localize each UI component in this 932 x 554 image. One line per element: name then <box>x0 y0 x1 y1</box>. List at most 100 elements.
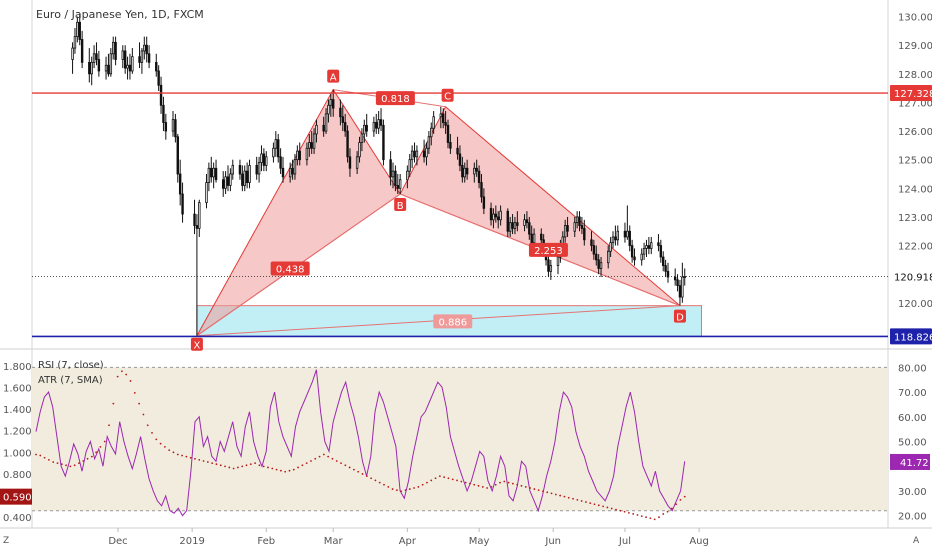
ratio-label: 0.886 <box>438 317 467 328</box>
candle <box>616 225 619 246</box>
atr-dot <box>499 481 501 484</box>
candle <box>583 219 586 246</box>
atr-axis-tick-label: 0.400 <box>3 513 32 524</box>
candle <box>305 142 309 166</box>
candle-body <box>291 167 294 175</box>
atr-dot <box>378 481 381 484</box>
candle <box>332 89 335 117</box>
candle <box>444 111 447 134</box>
candle <box>614 225 617 246</box>
atr-dot <box>438 475 441 477</box>
pattern-point-x-bg <box>190 337 203 351</box>
candle-body <box>430 127 433 138</box>
candle-body <box>205 182 208 204</box>
ratio-label-bg <box>375 91 415 106</box>
candle-body <box>315 124 318 135</box>
candle <box>516 211 519 232</box>
a-button[interactable]: A <box>913 536 920 546</box>
candle-body <box>241 173 244 186</box>
candle-body <box>226 176 230 186</box>
candle <box>628 225 631 252</box>
atr-dot <box>95 451 98 454</box>
atr-dot <box>546 491 549 494</box>
z-button[interactable]: Z <box>3 536 10 546</box>
candle-body <box>162 104 165 123</box>
atr-dot <box>658 516 660 519</box>
atr-dot <box>640 515 643 518</box>
candle <box>162 96 165 132</box>
atr-dot <box>537 489 540 492</box>
atr-value-tag: 0.590 <box>3 493 32 504</box>
atr-dot <box>404 489 407 492</box>
atr-dot <box>237 466 239 469</box>
candle <box>382 119 385 166</box>
price-axis-tick-label: 122.000 <box>898 242 932 253</box>
candle <box>659 239 663 263</box>
candle-body <box>425 147 428 158</box>
candle-body <box>171 119 175 132</box>
candle <box>463 162 466 183</box>
candle <box>76 16 79 43</box>
candle-body <box>650 242 653 249</box>
candle-body <box>131 56 134 72</box>
candle-body <box>547 259 550 272</box>
atr-dot <box>310 460 312 462</box>
candle <box>398 174 402 195</box>
atr-dot <box>224 465 226 468</box>
atr-dot <box>623 510 626 513</box>
atr-dot <box>206 461 209 463</box>
candle <box>341 105 344 132</box>
atr-dot <box>494 483 497 486</box>
atr-dot <box>413 487 415 489</box>
atr-dot <box>670 507 673 510</box>
candle-body <box>494 213 498 218</box>
atr-dot <box>121 370 123 373</box>
candle-body <box>155 61 158 72</box>
candle <box>578 211 581 232</box>
pattern-point-a-bg <box>327 69 340 83</box>
candle-body <box>482 196 486 209</box>
candle-body <box>523 219 526 226</box>
candle <box>195 214 199 336</box>
candle <box>346 125 349 163</box>
atr-dot <box>365 475 368 477</box>
atr-dot <box>572 497 574 500</box>
atr-dot <box>563 495 566 498</box>
candle-body <box>599 262 603 269</box>
candle <box>212 162 215 189</box>
atr-dot <box>469 482 471 485</box>
candle-body <box>607 250 610 264</box>
atr-dot <box>335 460 338 462</box>
price-axis-tick-label: 125.000 <box>898 156 932 167</box>
candle-body <box>442 113 445 123</box>
candle-body <box>492 213 495 221</box>
atr-dot <box>653 518 656 521</box>
candle <box>611 231 615 249</box>
rsi-axis-tick-label: 30.00 <box>898 487 927 498</box>
candle <box>456 136 459 160</box>
candle <box>123 45 127 74</box>
candle-body <box>231 165 234 175</box>
candle <box>645 239 648 257</box>
atr-dot <box>460 480 463 483</box>
candle-body <box>473 167 476 175</box>
candle-body <box>530 233 533 244</box>
candle <box>391 162 395 189</box>
candle <box>90 56 93 86</box>
candle <box>432 111 435 134</box>
atr-dot <box>297 466 299 469</box>
candle <box>308 133 311 157</box>
price-axis-tick-label: 128.000 <box>898 70 932 81</box>
candle-body <box>293 159 297 175</box>
atr-dot <box>426 481 428 484</box>
candle <box>499 205 502 226</box>
atr-dot <box>228 466 231 469</box>
atr-dot <box>585 501 587 503</box>
pattern-point-b: B <box>397 201 404 212</box>
candle <box>260 145 263 172</box>
candle-body <box>327 104 330 115</box>
candle <box>104 56 108 80</box>
candle-body <box>458 153 462 166</box>
candle-body <box>365 124 368 132</box>
